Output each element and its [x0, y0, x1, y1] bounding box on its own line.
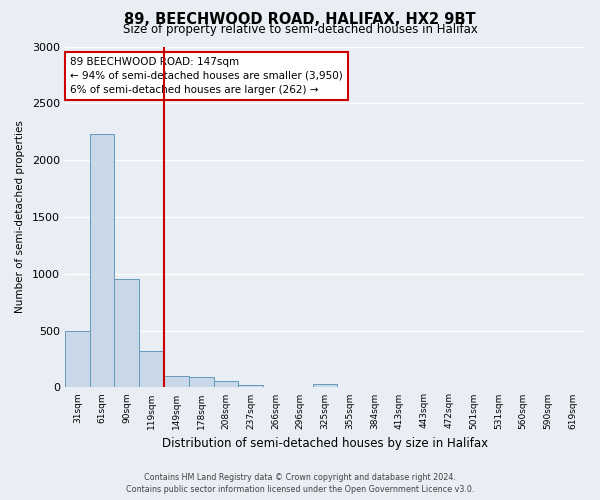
Text: 89, BEECHWOOD ROAD, HALIFAX, HX2 9BT: 89, BEECHWOOD ROAD, HALIFAX, HX2 9BT	[124, 12, 476, 28]
Bar	[139, 351, 164, 388]
Bar	[115, 280, 139, 388]
Text: Contains HM Land Registry data © Crown copyright and database right 2024.
Contai: Contains HM Land Registry data © Crown c…	[126, 472, 474, 494]
Text: Size of property relative to semi-detached houses in Halifax: Size of property relative to semi-detach…	[122, 22, 478, 36]
Bar	[89, 134, 115, 388]
X-axis label: Distribution of semi-detached houses by size in Halifax: Distribution of semi-detached houses by …	[162, 437, 488, 450]
Bar	[313, 384, 337, 388]
Y-axis label: Number of semi-detached properties: Number of semi-detached properties	[15, 120, 25, 314]
Bar	[189, 377, 214, 388]
Bar	[238, 384, 263, 388]
Bar	[214, 381, 238, 388]
Bar	[65, 330, 89, 388]
Bar	[164, 376, 189, 388]
Text: 89 BEECHWOOD ROAD: 147sqm
← 94% of semi-detached houses are smaller (3,950)
6% o: 89 BEECHWOOD ROAD: 147sqm ← 94% of semi-…	[70, 56, 343, 94]
